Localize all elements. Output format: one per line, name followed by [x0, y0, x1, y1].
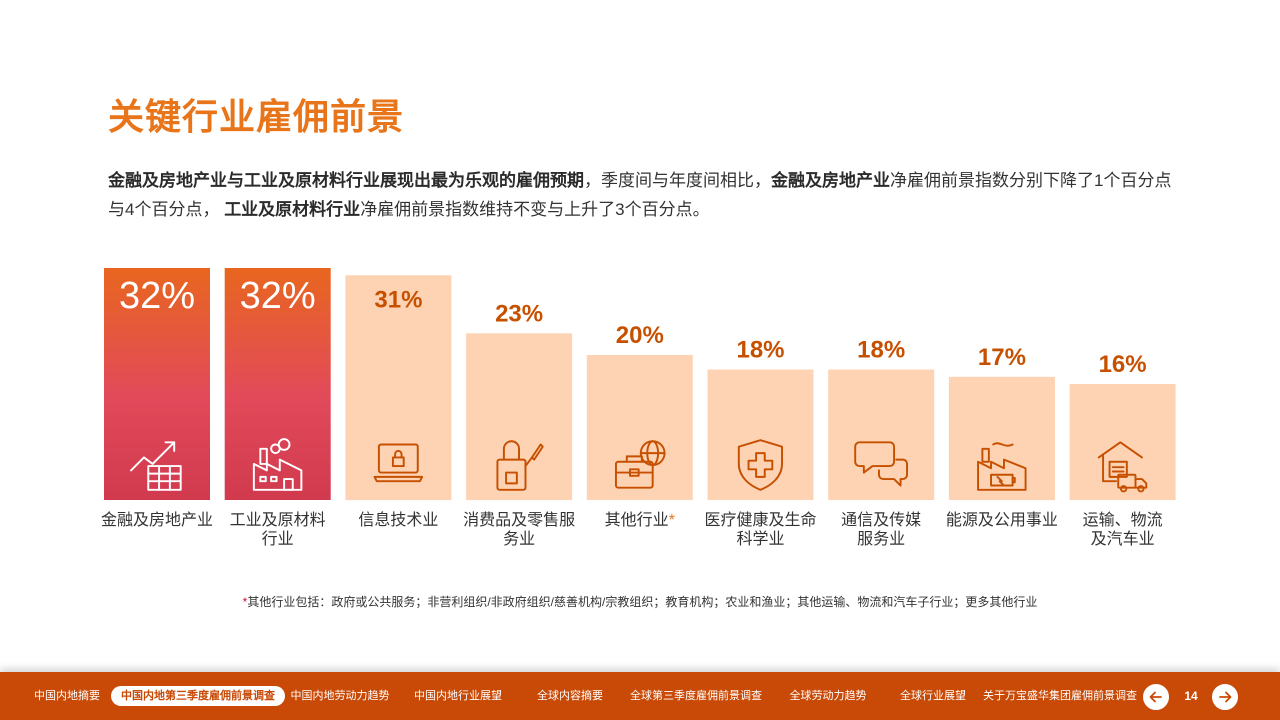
medical-shield-icon: [737, 439, 783, 491]
nav-item[interactable]: 全球内容摘要: [537, 690, 603, 702]
bar-value-label: 18%: [736, 337, 784, 364]
next-page-button[interactable]: [1212, 684, 1238, 710]
category-label: 运输、物流 及汽车业: [1063, 511, 1183, 549]
arrow-left-icon: [1149, 691, 1162, 703]
intro-text-1: ，季度间与年度间相比，: [584, 171, 771, 190]
bar-value-label: 16%: [1099, 351, 1147, 378]
category-label-line: 及汽车业: [1090, 531, 1155, 548]
briefcase-globe-icon: [614, 440, 666, 489]
nav-item[interactable]: 中国内地劳动力趋势: [290, 690, 390, 702]
arrow-right-icon: [1219, 691, 1232, 703]
bottom-nav: 中国内地摘要 中国内地第三季度雇佣前景调查 中国内地劳动力趋势 中国内地行业展望 全球内…: [0, 672, 1280, 720]
category-label-line: 运输、物流: [1082, 512, 1163, 529]
energy-factory-icon: [977, 442, 1027, 491]
category-label: 医疗健康及生命 科学业: [701, 511, 821, 549]
category-label: 其他行业*: [580, 511, 700, 530]
bar: [707, 369, 814, 500]
category-label: 金融及房地产业: [97, 511, 217, 530]
intro-paragraph: 金融及房地产业与工业及原材料行业展现出最为乐观的雇佣预期，季度间与年度间相比，金…: [108, 166, 1180, 224]
nav-item[interactable]: 中国内地行业展望: [414, 690, 502, 702]
category-label-line: 通信及传媒: [841, 512, 922, 529]
footnote-asterisk: *: [242, 595, 248, 609]
category-label: 消费品及零售服 务业: [459, 511, 579, 549]
bar-value-label: 32%: [119, 275, 195, 317]
bar-value-label: 31%: [374, 286, 422, 313]
bars-group: 32% 32% 31% 23% 20% 18% 18% 17% 16%: [104, 268, 1176, 501]
intro-text-2: 净雇佣前景指数分别下降了1个百分点与4个百分点，: [108, 171, 1172, 219]
category-label-line: 务业: [503, 531, 536, 548]
chart-growth-icon: [130, 441, 182, 491]
category-label: 工业及原材料 行业: [218, 511, 338, 549]
page-title: 关键行业雇佣前景: [108, 96, 405, 137]
bar-value-label: 20%: [616, 322, 664, 349]
factory-icon: [252, 438, 303, 491]
bar: [586, 355, 693, 500]
bar: [828, 369, 935, 500]
shopping-bag-icon: [496, 440, 544, 491]
bar-value-label: 23%: [495, 300, 543, 327]
category-label-line: 科学业: [736, 531, 785, 548]
bar: [224, 268, 331, 500]
nav-item[interactable]: 关于万宝盛华集团雇佣前景调查: [983, 690, 1137, 702]
prev-page-button[interactable]: [1143, 684, 1169, 710]
intro-bold-1: 金融及房地产业与工业及原材料行业展现出最为乐观的雇佣预期: [108, 171, 584, 190]
category-label: 信息技术业: [338, 511, 458, 530]
bar: [345, 275, 452, 501]
page-number: 14: [1184, 689, 1198, 703]
bar-value-label: 18%: [857, 337, 905, 364]
laptop-lock-icon: [373, 443, 424, 483]
category-label-line: 服务业: [857, 531, 906, 548]
category-label-line: 行业: [261, 531, 294, 548]
intro-bold-2: 金融及房地产业: [771, 171, 890, 190]
bar: [948, 376, 1055, 501]
intro-bold-3: 工业及原材料行业: [224, 200, 361, 219]
nav-item[interactable]: 全球第三季度雇佣前景调查: [630, 690, 762, 702]
nav-item[interactable]: 全球劳动力趋势: [789, 690, 867, 702]
nav-item[interactable]: 中国内地摘要: [34, 690, 100, 702]
bar: [104, 268, 210, 500]
category-label-line: 信息技术业: [358, 512, 439, 529]
bar-value-label: 17%: [978, 344, 1026, 371]
bar: [1069, 384, 1176, 500]
footnote: *其他行业包括：政府或公共服务；非营利组织/非政府组织/慈善机构/宗教组织；教育…: [0, 593, 1280, 610]
category-label-line: 医疗健康及生命: [704, 512, 817, 529]
nav-item[interactable]: 全球行业展望: [900, 690, 966, 702]
intro-text-3: 净雇佣前景指数维持不变与上升了3个百分点。: [360, 200, 710, 219]
category-label-line: 其他行业*: [604, 512, 675, 529]
bar-value-label: 32%: [240, 275, 316, 317]
category-label-line: 金融及房地产业: [100, 512, 213, 529]
footnote-text: 其他行业包括：政府或公共服务；非营利组织/非政府组织/慈善机构/宗教组织；教育机…: [247, 595, 1038, 609]
category-label-line: 消费品及零售服: [463, 512, 576, 529]
category-label: 能源及公用事业: [942, 511, 1062, 530]
nav-item[interactable]: 中国内地第三季度雇佣前景调查: [111, 686, 285, 706]
category-label-line: 工业及原材料: [229, 512, 326, 529]
bar: [466, 333, 573, 501]
category-label: 通信及传媒 服务业: [821, 511, 941, 549]
warehouse-truck-icon: [1097, 441, 1148, 493]
asterisk-mark: *: [668, 512, 675, 529]
chat-bubbles-icon: [854, 441, 909, 487]
category-label-line: 能源及公用事业: [945, 512, 1058, 529]
